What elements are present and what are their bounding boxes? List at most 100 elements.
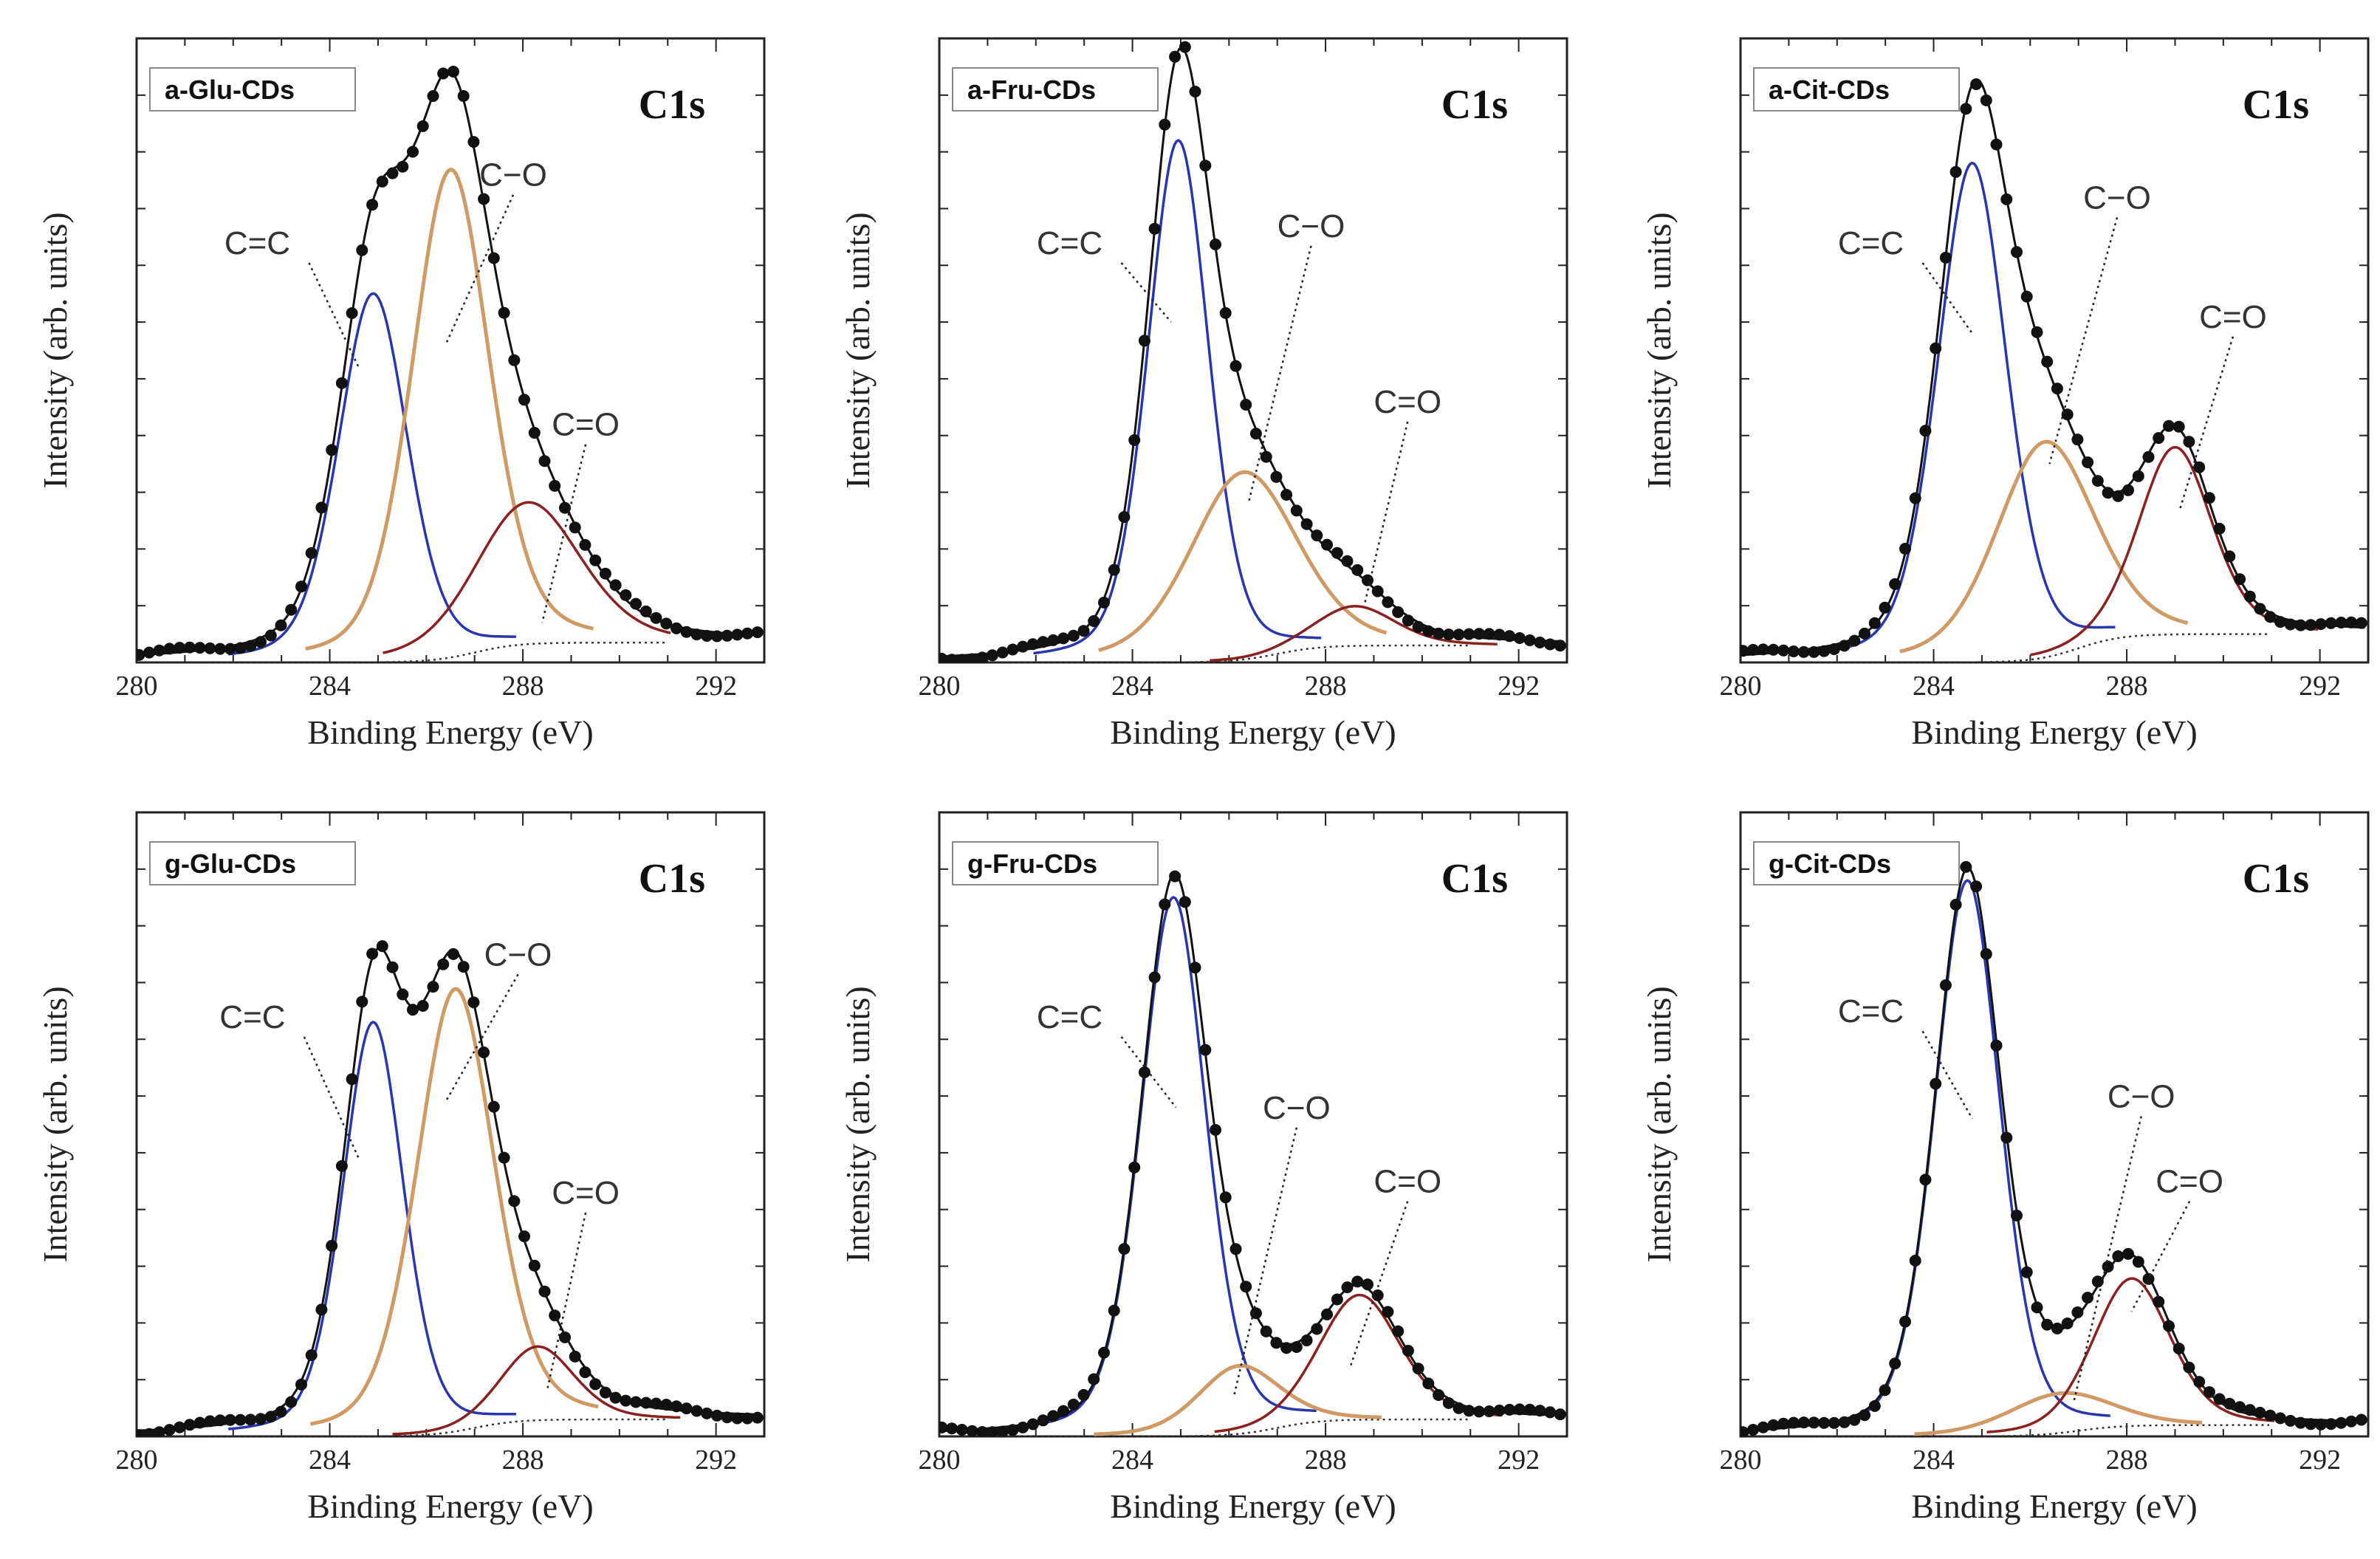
data-point xyxy=(174,1421,186,1433)
data-point xyxy=(1098,596,1110,609)
data-point xyxy=(2355,617,2367,629)
peak-c-o xyxy=(1098,470,1388,652)
label-c-o: C−O xyxy=(1278,208,1345,244)
data-point xyxy=(1148,222,1161,235)
x-tick-label: 280 xyxy=(1720,1445,1762,1476)
data-point xyxy=(1402,614,1414,627)
data-point xyxy=(1899,543,1911,555)
plot-frame xyxy=(1739,37,2370,664)
data-point xyxy=(1838,640,1851,652)
data-point xyxy=(467,136,480,148)
data-point xyxy=(137,648,145,661)
data-point xyxy=(295,1378,307,1391)
data-point xyxy=(1493,1404,1506,1416)
data-point xyxy=(437,958,450,970)
data-point xyxy=(1230,360,1242,372)
peak-c-eq-c xyxy=(1827,161,2116,653)
data-point xyxy=(2314,618,2327,631)
data-point xyxy=(741,627,754,640)
data-point xyxy=(1868,617,1881,629)
data-point xyxy=(1362,1278,1374,1291)
data-point xyxy=(457,90,470,102)
data-point xyxy=(2031,1301,2043,1314)
data-point xyxy=(2041,1318,2054,1331)
panel-title: C1s xyxy=(2243,82,2309,128)
data-point xyxy=(2172,1343,2185,1354)
data-point xyxy=(1341,555,1354,567)
data-point xyxy=(680,626,693,638)
data-point xyxy=(956,654,968,662)
data-point xyxy=(1503,630,1516,643)
data-point xyxy=(1777,644,1790,657)
peak-c-eq-c xyxy=(1822,879,2110,1427)
data-point xyxy=(2294,1416,2307,1429)
data-point xyxy=(2091,1275,2104,1288)
data-point xyxy=(2051,1322,2063,1334)
data-point xyxy=(1513,632,1526,644)
data-point xyxy=(579,538,591,551)
label-c-eq-o: C=O xyxy=(1374,1164,1441,1200)
data-point xyxy=(2082,456,2094,468)
data-point xyxy=(1249,1307,1262,1320)
data-point xyxy=(457,961,470,973)
data-point xyxy=(671,1400,682,1413)
data-point xyxy=(639,605,652,617)
data-point xyxy=(2234,1401,2246,1414)
data-point xyxy=(2132,1255,2144,1268)
data-point xyxy=(549,1309,561,1322)
data-point xyxy=(1128,1161,1141,1173)
envelope-line xyxy=(942,46,1564,658)
data-point xyxy=(285,603,298,616)
pointer-c-o xyxy=(445,194,515,346)
data-point xyxy=(966,1425,978,1436)
data-point xyxy=(244,640,257,652)
panel-a-fru-cds: 280 284 288 292 Binding Energy (eV) Intensity… xyxy=(839,37,1568,751)
data-point xyxy=(1859,1409,1870,1422)
x-tick-label: 280 xyxy=(116,671,158,702)
y-axis-label: Intensity (arb. units) xyxy=(839,212,877,488)
data-point xyxy=(1442,628,1455,641)
background-line xyxy=(1012,644,1468,662)
pointer-c-eq-o xyxy=(2178,336,2235,510)
data-point xyxy=(1331,1293,1343,1306)
data-point xyxy=(1249,428,1262,440)
data-point xyxy=(1808,1416,1820,1429)
data-point xyxy=(285,1396,298,1408)
data-point xyxy=(234,642,247,654)
data-point xyxy=(163,1424,176,1436)
data-point xyxy=(478,1046,490,1058)
data-point xyxy=(671,622,682,634)
data-point xyxy=(1919,425,1932,437)
data-point xyxy=(1960,103,1972,115)
data-point xyxy=(1412,620,1424,633)
x-tick-label: 284 xyxy=(1913,1445,1955,1476)
data-point xyxy=(1442,1397,1455,1409)
data-point xyxy=(599,567,611,580)
data-point xyxy=(2183,1361,2195,1374)
data-point xyxy=(639,1397,652,1409)
x-tick-label: 284 xyxy=(309,671,351,702)
data-point xyxy=(1939,979,1952,991)
data-point xyxy=(518,394,530,406)
data-point xyxy=(193,642,206,654)
data-point xyxy=(1017,1421,1029,1433)
peak-c-eq-o xyxy=(383,501,671,654)
data-point xyxy=(1006,643,1019,656)
data-point xyxy=(1483,628,1495,640)
data-point xyxy=(1473,1405,1485,1418)
data-point xyxy=(335,1159,348,1172)
data-point xyxy=(939,1421,948,1433)
x-axis-label: Binding Energy (eV) xyxy=(1110,1487,1396,1525)
data-point xyxy=(528,427,541,439)
data-point xyxy=(1433,1389,1445,1401)
x-tick-label: 288 xyxy=(502,1445,544,1476)
data-point xyxy=(427,90,439,102)
data-point xyxy=(1047,634,1060,646)
data-point xyxy=(183,1419,196,1431)
data-point xyxy=(264,1411,277,1423)
data-point xyxy=(1797,645,1810,658)
data-point xyxy=(1453,628,1465,641)
data-point xyxy=(1818,645,1831,657)
data-point xyxy=(538,1285,551,1298)
background-line xyxy=(1813,633,2269,662)
